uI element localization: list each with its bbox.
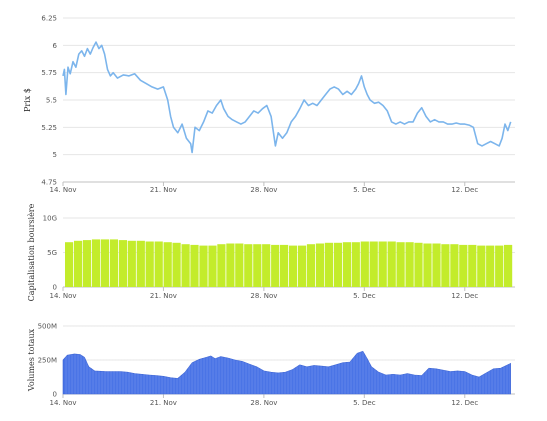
x-tick-label: 14. Nov: [49, 399, 76, 407]
market-cap-bar: [333, 242, 342, 287]
market-cap-bar: [324, 242, 333, 287]
x-tick-label: 21. Nov: [150, 399, 177, 407]
y-tick-label: 5: [53, 151, 57, 159]
market-cap-bar: [387, 241, 396, 287]
market-cap-bar: [82, 240, 92, 287]
market-cap-bar: [315, 243, 325, 287]
y-tick-label: 5G: [47, 249, 57, 257]
market-cap-bar: [262, 244, 271, 287]
market-cap-bar: [459, 244, 468, 287]
market-cap-bar: [351, 242, 360, 287]
market-cap-bar: [495, 245, 504, 287]
market-cap-bar: [91, 239, 101, 287]
x-tick-label: 5. Dec: [353, 292, 376, 300]
market-cap-bar: [468, 244, 477, 287]
market-cap-bar: [235, 243, 244, 287]
market-cap-bar: [217, 244, 226, 287]
y-tick-label: 250M: [38, 357, 57, 365]
market-cap-bar: [369, 241, 378, 287]
market-cap-bar: [423, 243, 432, 287]
chart-panel-1: 4.75 5 5.25 5.5 5.75 6 6.25 14. Nov 21. Nov 28. N…: [23, 15, 515, 194]
market-cap-bar: [441, 244, 450, 287]
market-cap-bar: [127, 240, 136, 287]
market-cap-bar: [405, 242, 414, 287]
market-cap-bar: [74, 240, 83, 287]
market-cap-bar: [298, 245, 307, 287]
volume-area: [62, 350, 511, 395]
market-cap-bar: [306, 244, 316, 287]
market-cap-bar: [396, 242, 405, 287]
market-cap-bar: [432, 243, 441, 287]
market-cap-bar: [280, 244, 289, 287]
x-tick-label: 12. Dec: [451, 292, 478, 300]
y-tick-label: 6.25: [41, 15, 57, 23]
market-cap-bar: [486, 245, 495, 287]
market-cap-bar: [244, 244, 253, 287]
y-tick-label: 5.5: [46, 97, 57, 105]
market-cap-bar: [342, 242, 351, 287]
market-cap-bar: [208, 245, 217, 287]
market-cap-bar: [477, 245, 486, 287]
market-cap-bar: [360, 241, 369, 287]
y-axis-label: Volumes totaux: [27, 328, 36, 392]
market-cap-bar: [65, 242, 74, 287]
market-cap-bar: [172, 242, 181, 287]
y-axis-label: Prix $: [23, 88, 32, 112]
market-cap-bar: [109, 239, 118, 287]
market-cap-bar: [253, 244, 262, 287]
x-tick-label: 28. Nov: [250, 292, 277, 300]
market-cap-bar: [181, 244, 190, 287]
market-cap-bar: [504, 244, 513, 287]
x-tick-label: 14. Nov: [49, 292, 76, 300]
market-cap-bar: [190, 244, 199, 287]
x-tick-label: 12. Dec: [451, 186, 478, 194]
x-tick-label: 5. Dec: [353, 399, 376, 407]
market-cap-bar: [118, 240, 127, 287]
chart-panel-2: 0 5G 10G 14. Nov 21. Nov 28. Nov 5. Dec 12. Dec…: [27, 203, 515, 301]
price-line: [62, 41, 512, 154]
y-axis-label: Capitalisation boursière: [27, 203, 36, 301]
y-tick-label: 0: [53, 391, 57, 399]
market-cap-bar: [271, 244, 280, 287]
y-tick-label: 4.75: [41, 179, 57, 187]
market-cap-bar: [163, 242, 172, 287]
x-tick-label: 21. Nov: [150, 292, 177, 300]
y-tick-label: 0: [53, 284, 57, 292]
x-tick-label: 21. Nov: [150, 186, 177, 194]
x-tick-label: 12. Dec: [451, 399, 478, 407]
market-cap-bar: [100, 239, 109, 287]
x-tick-label: 14. Nov: [49, 186, 76, 194]
x-tick-label: 28. Nov: [250, 399, 277, 407]
market-cap-bar: [199, 245, 208, 287]
y-tick-label: 6: [53, 42, 58, 50]
y-tick-label: 5.75: [41, 69, 57, 77]
market-cap-bar: [145, 241, 154, 287]
x-tick-label: 5. Dec: [353, 186, 376, 194]
market-cap-bar: [378, 241, 387, 287]
market-cap-bar: [289, 245, 298, 287]
market-cap-bar: [136, 240, 145, 287]
y-tick-label: 5.25: [41, 124, 57, 132]
y-tick-label: 10G: [43, 215, 57, 223]
x-tick-label: 28. Nov: [250, 186, 277, 194]
market-cap-bar: [414, 242, 423, 287]
y-tick-label: 500M: [38, 323, 57, 331]
market-cap-bar: [154, 241, 163, 287]
market-cap-bar: [450, 244, 459, 287]
chart-panel-3: 0 250M 500M 14. Nov 21. Nov 28. Nov 5. Dec 12. …: [27, 323, 515, 407]
market-cap-bar: [226, 243, 235, 287]
